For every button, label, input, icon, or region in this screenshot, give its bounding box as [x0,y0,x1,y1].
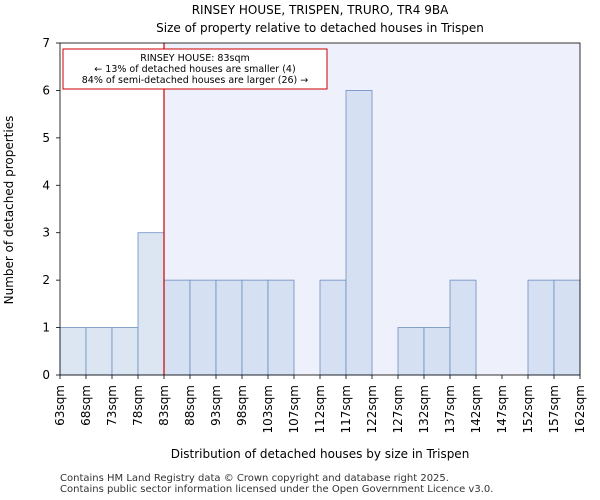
bar-78sqm [137,232,165,376]
y-tick-label: 7 [42,36,50,50]
annotation-larger: 84% of semi-detached houses are larger (… [82,75,309,86]
x-tick-label: 98sqm [235,385,249,426]
x-tick-label: 68sqm [79,385,93,426]
bar-152sqm [527,279,555,376]
annotation-border [62,48,328,90]
bar-98sqm [241,279,269,376]
bar-103sqm [267,279,295,376]
annotation-box: RINSEY HOUSE: 83sqm ← 13% of detached ho… [62,48,328,90]
x-tick-label: 117sqm [339,385,353,433]
x-tick-label: 137sqm [443,385,457,433]
x-tick-label: 83sqm [157,385,171,426]
x-tick-label: 127sqm [391,385,405,433]
bar-73sqm [111,327,139,376]
x-tick-label: 78sqm [131,385,145,426]
bar-93sqm [215,279,243,376]
x-tick-label: 103sqm [261,385,275,433]
bar-112sqm [319,279,347,376]
footer-credit-2: Contains public sector information licen… [60,484,494,495]
bar-63sqm [59,327,87,376]
x-tick-label: 122sqm [365,385,379,433]
bar-83sqm [163,279,191,376]
y-axis-label: Number of detached properties [2,116,16,305]
x-axis-label: Distribution of detached houses by size … [171,447,470,461]
x-tick-label: 142sqm [469,385,483,433]
x-tick-label: 147sqm [495,385,509,433]
bar-88sqm [189,279,217,376]
footer-credit-1: Contains HM Land Registry data © Crown c… [60,473,449,484]
y-tick-label: 5 [42,131,50,145]
x-tick-label: 152sqm [521,385,535,433]
annotation-title: RINSEY HOUSE: 83sqm [140,53,250,64]
x-tick-label: 162sqm [573,385,587,433]
bar-68sqm [85,327,113,376]
annotation-smaller: ← 13% of detached houses are smaller (4) [94,64,295,75]
bar-137sqm [449,279,477,376]
bar-157sqm [553,279,581,376]
chart-title: RINSEY HOUSE, TRISPEN, TRURO, TR4 9BA [192,3,449,17]
x-tick-label: 107sqm [287,385,301,433]
bar-127sqm [397,327,425,376]
y-tick-label: 6 [42,83,50,97]
x-tick-label: 132sqm [417,385,431,433]
x-tick-label: 157sqm [547,385,561,433]
x-tick-label: 63sqm [53,385,67,426]
bar-132sqm [423,327,451,376]
y-tick-label: 2 [42,273,50,287]
chart-subtitle: Size of property relative to detached ho… [156,21,484,35]
y-tick-label: 0 [42,368,50,382]
y-tick-label: 4 [42,178,50,192]
bar-117sqm [345,90,373,376]
x-tick-label: 88sqm [183,385,197,426]
x-tick-label: 73sqm [105,385,119,426]
x-tick-label: 93sqm [209,385,223,426]
x-tick-label: 112sqm [313,385,327,433]
y-tick-label: 3 [42,226,50,240]
y-tick-label: 1 [42,321,50,335]
